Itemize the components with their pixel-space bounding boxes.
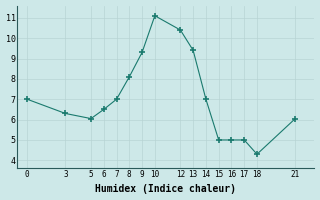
X-axis label: Humidex (Indice chaleur): Humidex (Indice chaleur) xyxy=(95,184,236,194)
